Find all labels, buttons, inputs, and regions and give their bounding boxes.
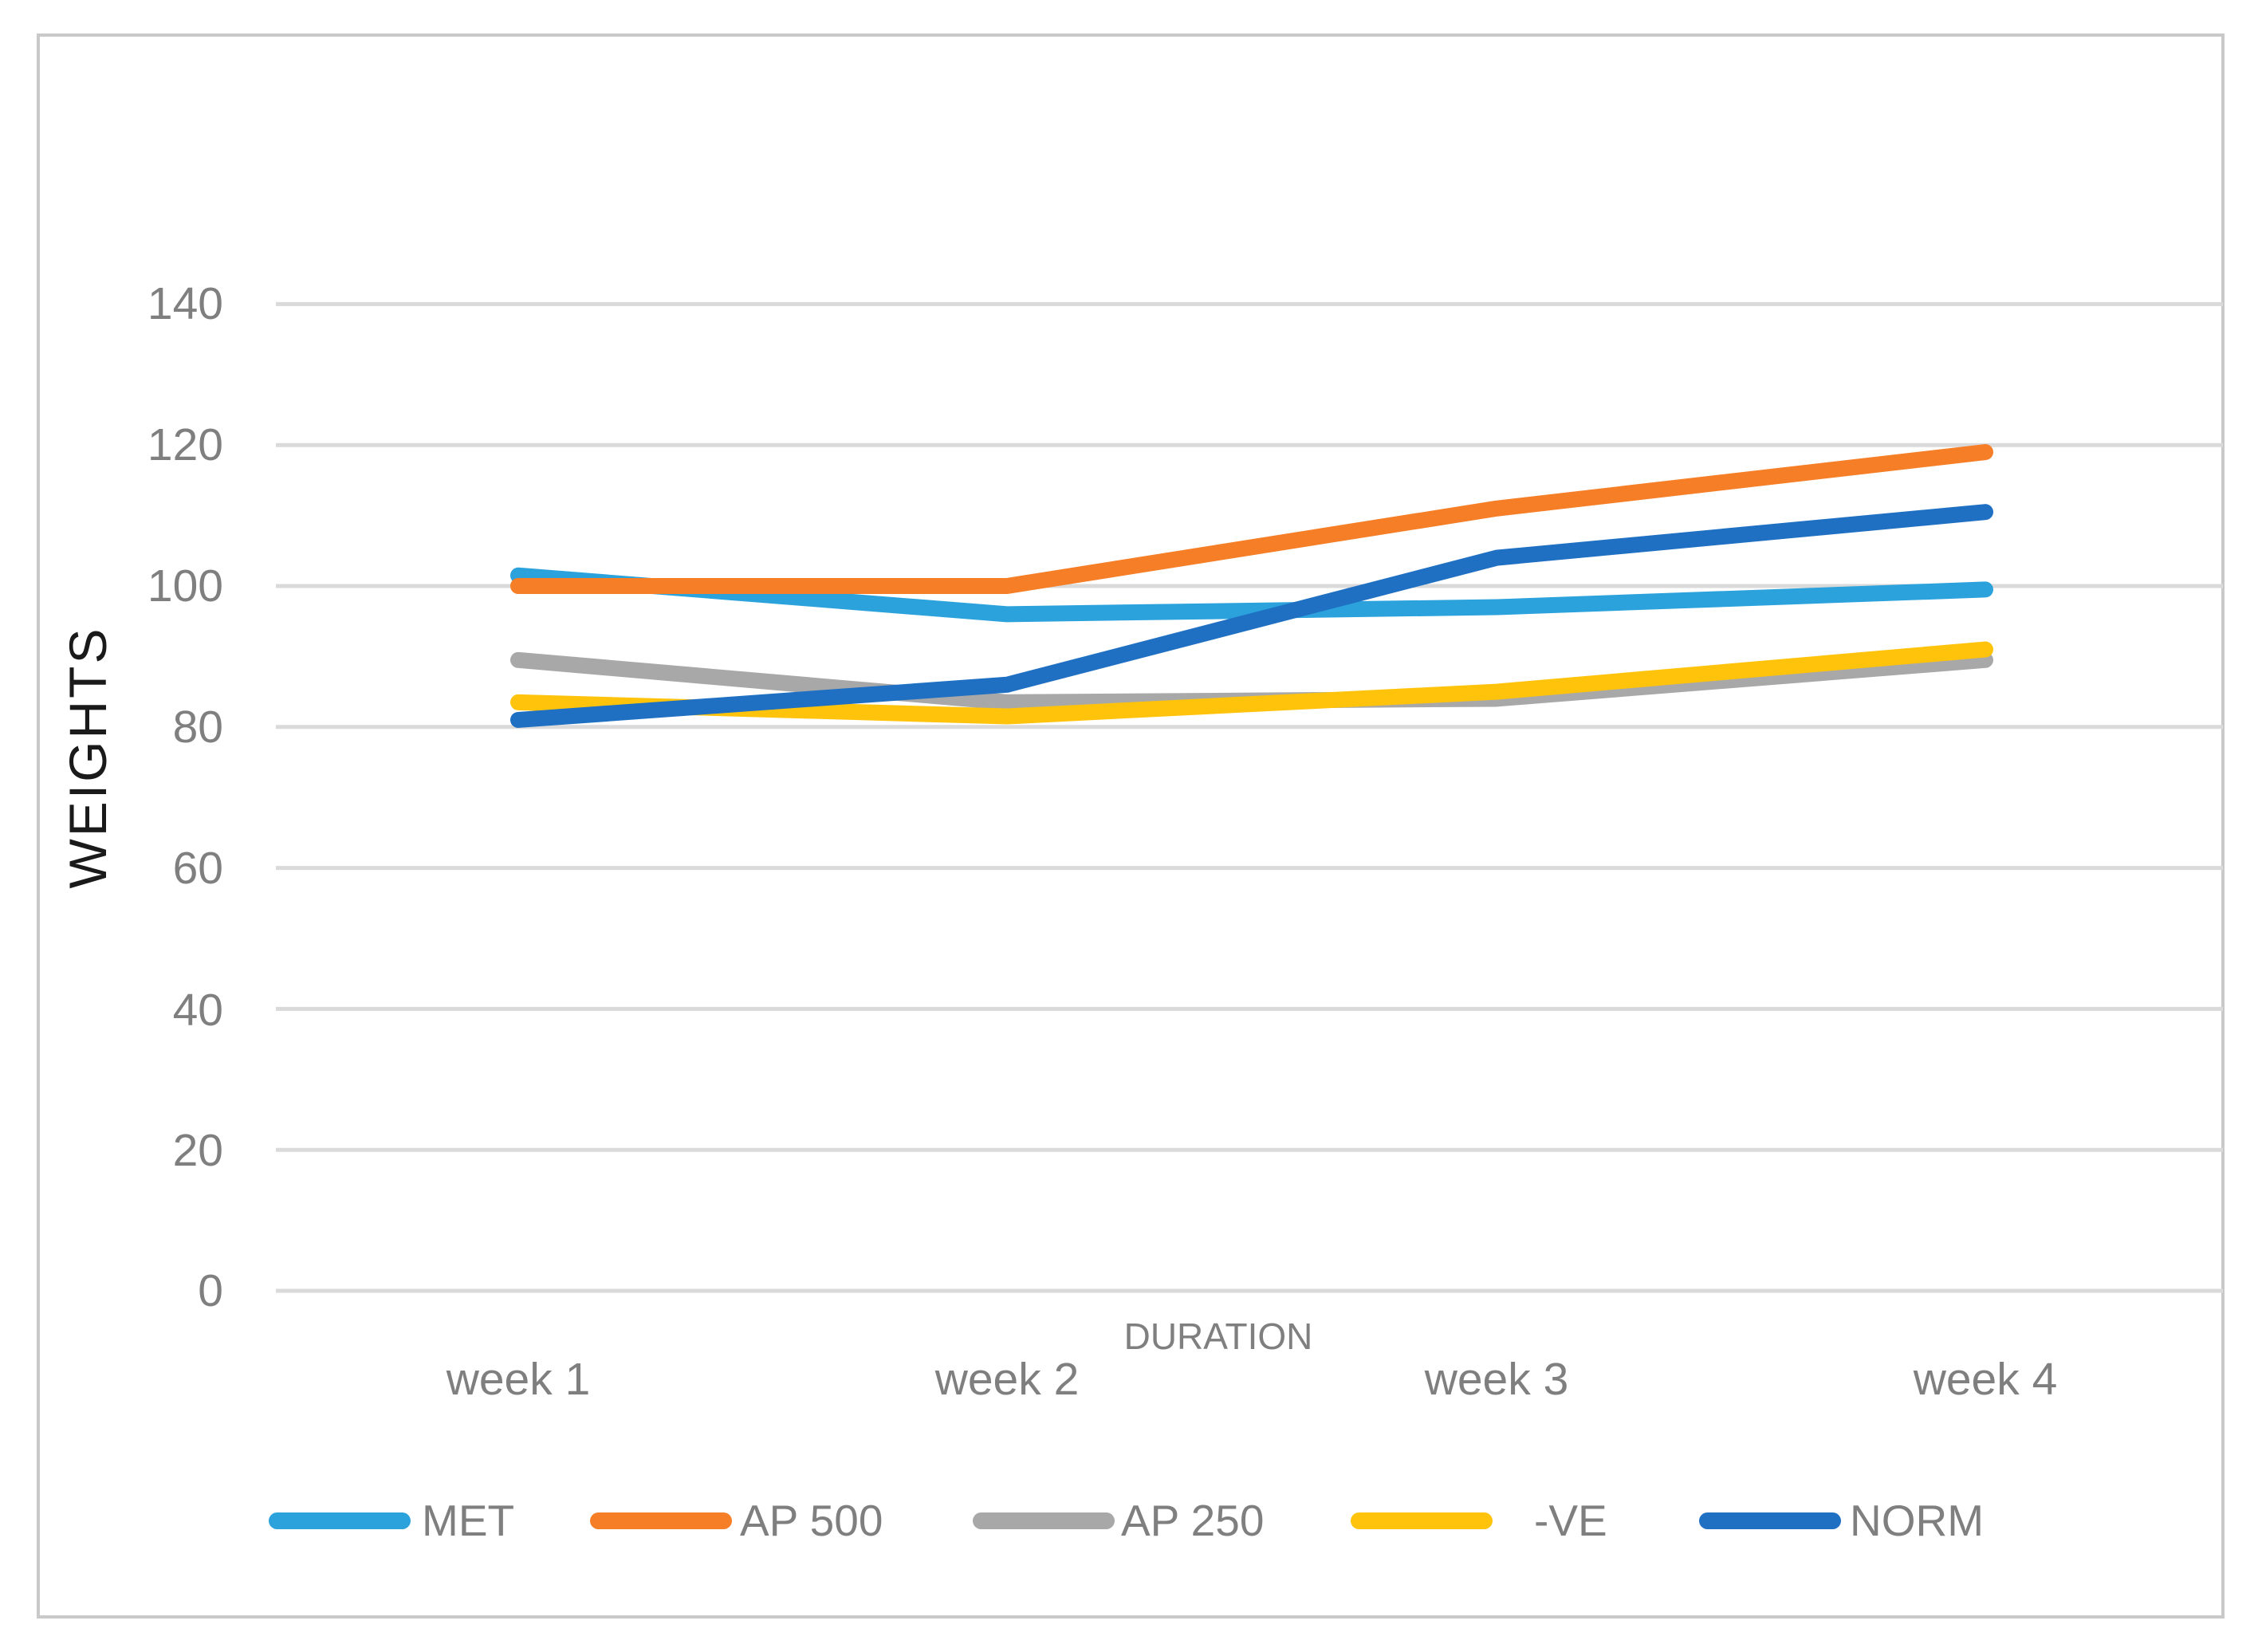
- legend-swatch-ve: [1351, 1512, 1493, 1529]
- series-line-met: [510, 567, 1993, 623]
- legend-item-met: MET: [269, 1490, 514, 1551]
- legend-swatch-norm: [1699, 1512, 1841, 1529]
- legend-item-norm: NORM: [1699, 1490, 1984, 1551]
- x-tick-week-1: week 1: [446, 1354, 591, 1405]
- legend-label-met: MET: [422, 1496, 515, 1545]
- y-tick-0: 0: [198, 1265, 223, 1316]
- legend-label-ap500: AP 500: [740, 1496, 883, 1545]
- legend-label-ve: -VE: [1534, 1496, 1607, 1545]
- legend-swatch-ap250: [973, 1512, 1115, 1529]
- y-tick-40: 40: [172, 985, 223, 1036]
- legend-swatch-ap500: [590, 1512, 732, 1529]
- x-axis-title: DURATION: [1123, 1316, 1313, 1357]
- series-line-ap-500: [510, 444, 1993, 594]
- y-tick-80: 80: [172, 702, 223, 753]
- x-tick-week-3: week 3: [1424, 1354, 1569, 1405]
- legend-label-norm: NORM: [1850, 1496, 1985, 1545]
- legend-item-ap250: AP 250: [973, 1490, 1264, 1551]
- y-tick-100: 100: [147, 560, 223, 612]
- chart-legend: MET AP 500 AP 250 -VE NORM: [0, 1490, 2258, 1551]
- series-line-norm: [510, 504, 1993, 728]
- image-border-frame: [37, 33, 2225, 1619]
- y-tick-120: 120: [147, 419, 223, 470]
- x-tick-week-4: week 4: [1913, 1354, 2058, 1405]
- y-tick-60: 60: [172, 843, 223, 894]
- x-tick-week-2: week 2: [934, 1354, 1080, 1405]
- y-tick-140: 140: [147, 278, 223, 329]
- legend-swatch-met: [269, 1512, 411, 1529]
- legend-label-ap250: AP 250: [1121, 1496, 1265, 1545]
- legend-item-ve: -VE: [1351, 1490, 1607, 1551]
- y-tick-20: 20: [172, 1125, 223, 1176]
- legend-item-ap500: AP 500: [590, 1490, 883, 1551]
